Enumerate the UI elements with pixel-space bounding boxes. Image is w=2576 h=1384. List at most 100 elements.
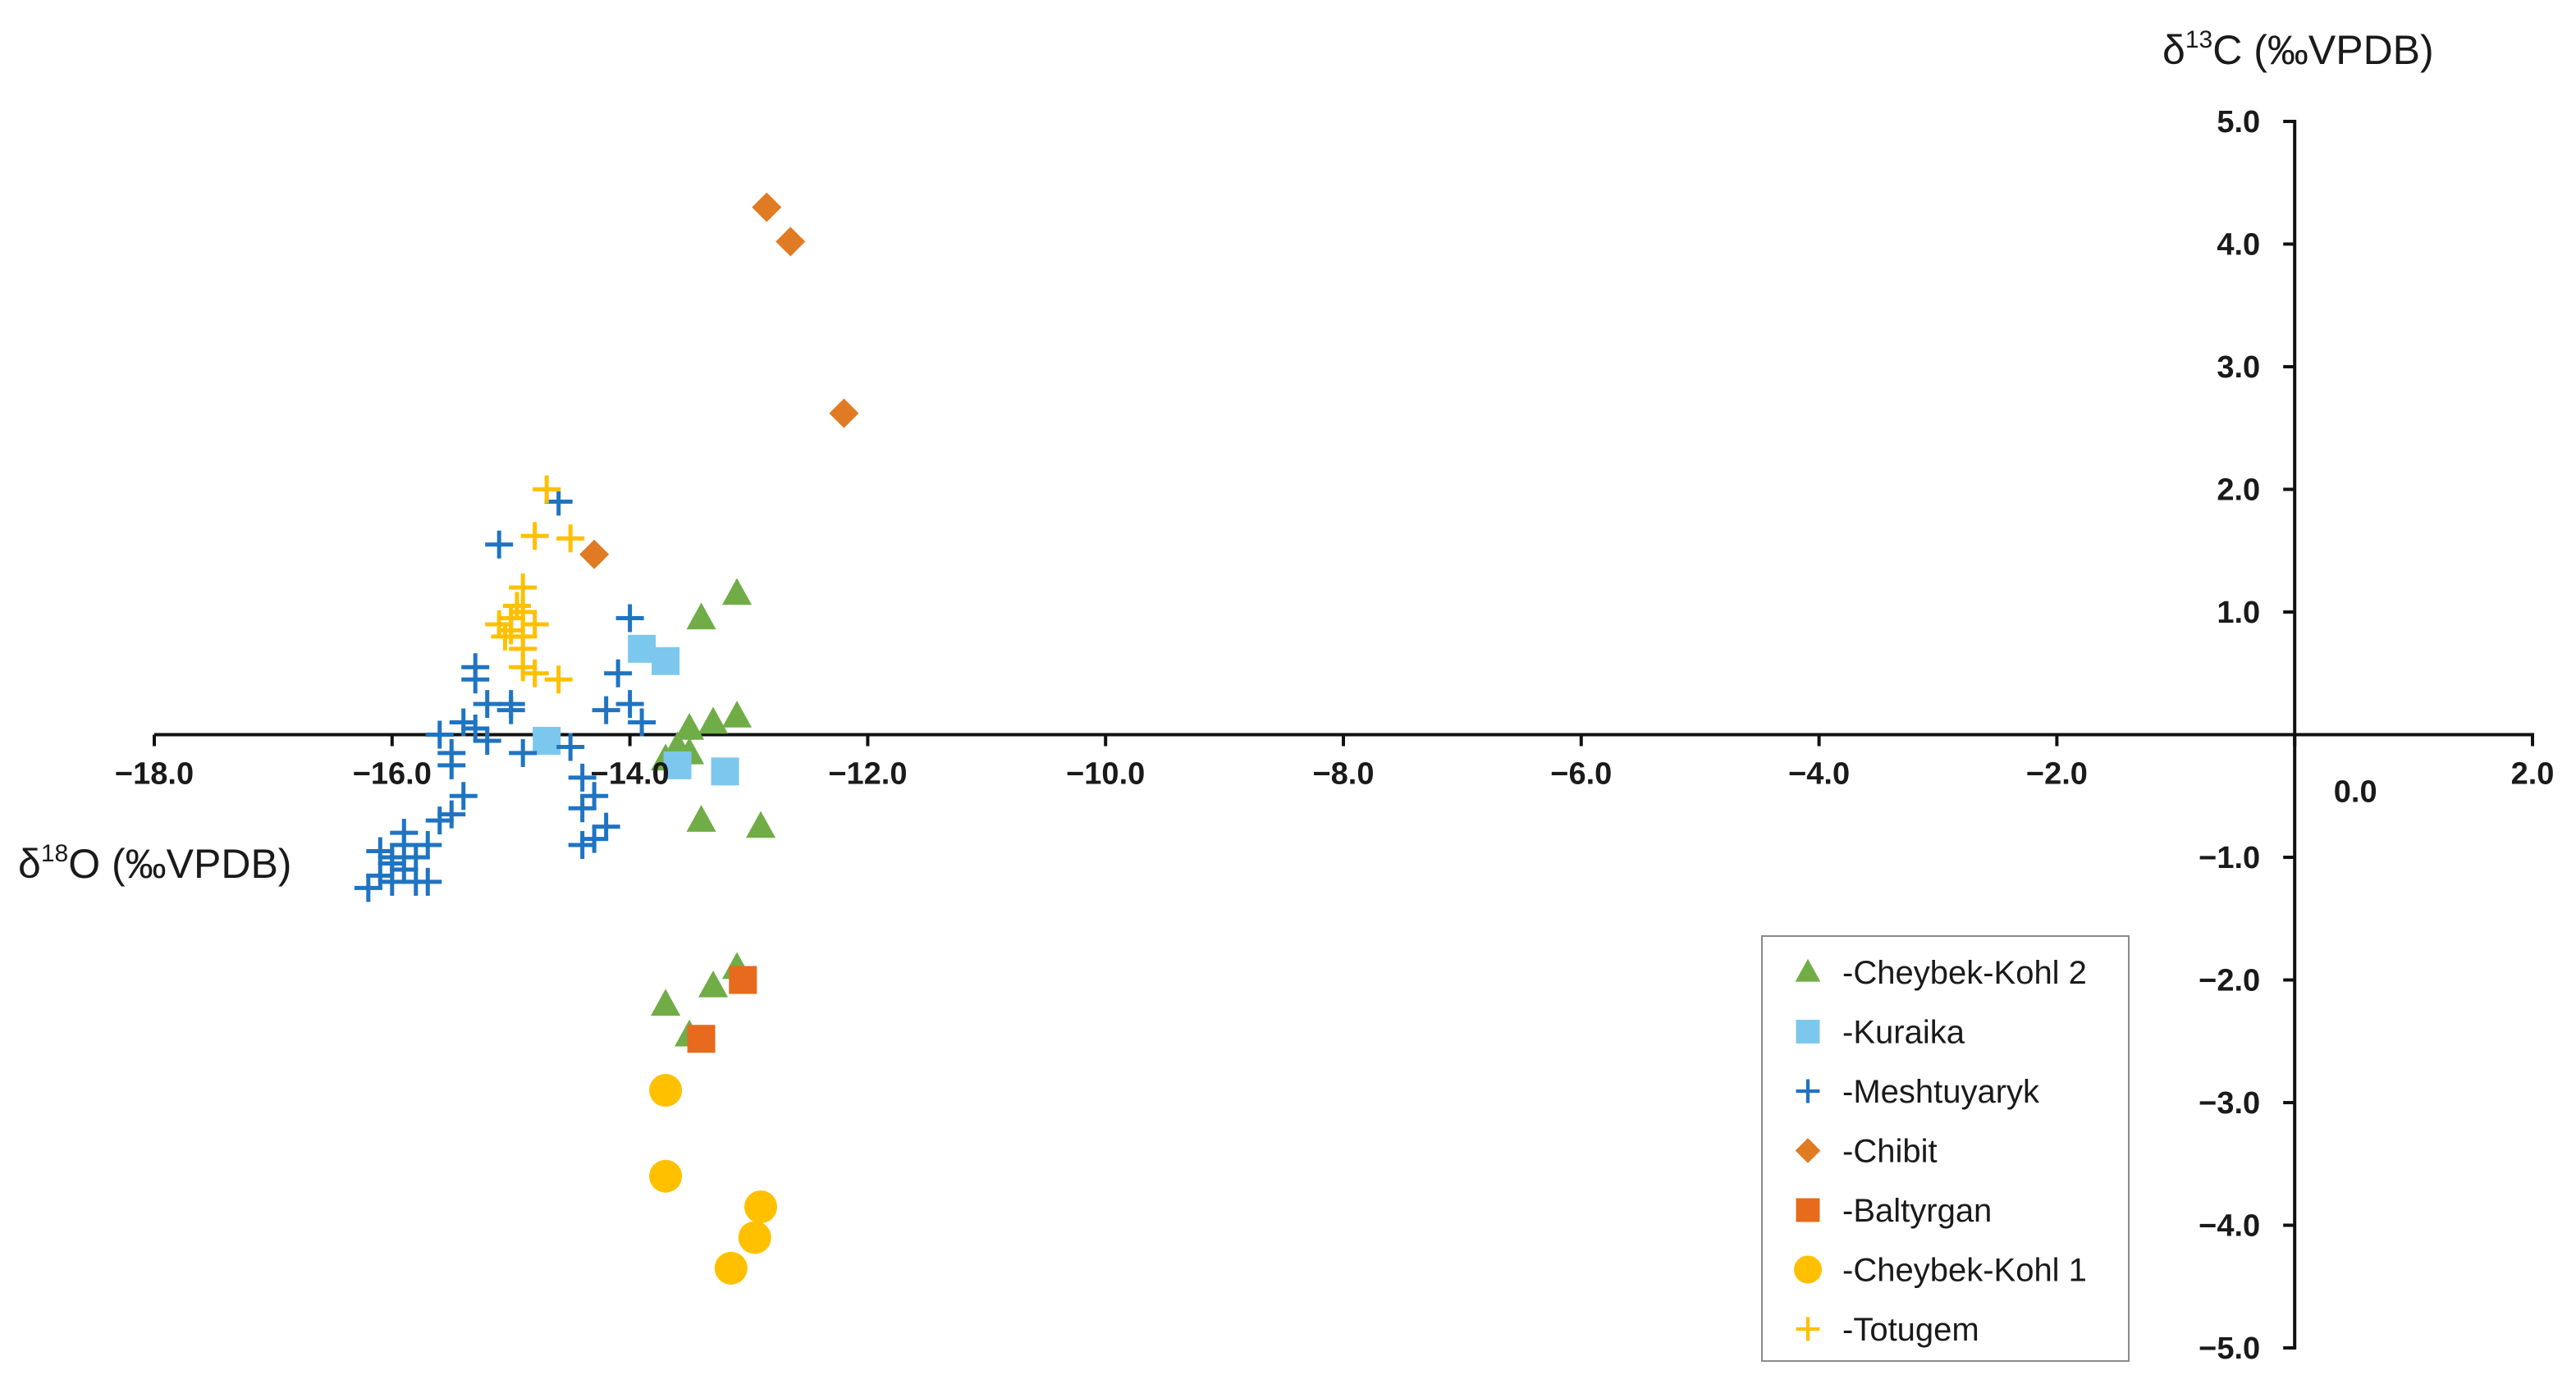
data-point <box>686 805 716 832</box>
data-point <box>745 811 776 838</box>
x-tick-label: −6.0 <box>1550 757 1612 792</box>
data-point <box>520 659 549 687</box>
legend-label: -Chibit <box>1842 1134 1938 1170</box>
data-point <box>698 970 729 998</box>
data-point <box>580 824 609 853</box>
data-point <box>615 604 644 633</box>
data-point <box>628 634 657 663</box>
x-axis-title-sup: 18 <box>41 840 68 867</box>
x-axis-title-prefix: δ <box>18 841 41 887</box>
legend-marker <box>1796 1079 1820 1103</box>
legend-marker <box>1796 1020 1820 1044</box>
data-point <box>698 706 729 734</box>
x-tick-label: −4.0 <box>1788 757 1850 792</box>
data-point <box>592 812 620 841</box>
x-axis-title: δ18O (‰VPDB) <box>18 840 291 887</box>
y-tick-label: −2.0 <box>2199 964 2260 998</box>
data-point <box>738 1221 771 1254</box>
x-tick-label: −16.0 <box>353 757 432 792</box>
legend-label: -Baltyrgan <box>1842 1193 1992 1229</box>
data-point <box>615 690 644 719</box>
legend: -Cheybek-Kohl 2 -Kuraika -Meshtuyaryk -Chib… <box>1761 935 2130 1362</box>
x-tick-label: −10.0 <box>1066 757 1145 792</box>
y-axis-title-rest: C (‰VPDB) <box>2212 27 2433 73</box>
data-point <box>437 751 466 779</box>
data-point <box>675 713 705 740</box>
data-point <box>776 226 806 257</box>
y-tick-label: −4.0 <box>2199 1209 2260 1244</box>
data-point <box>649 1159 683 1193</box>
data-point <box>628 708 657 737</box>
data-point <box>366 837 395 866</box>
data-point <box>533 726 561 755</box>
data-point <box>496 616 525 645</box>
x-tick-label: −18.0 <box>115 757 194 792</box>
data-point <box>663 751 692 779</box>
data-point <box>752 192 782 222</box>
data-point <box>485 530 514 559</box>
data-point <box>520 610 549 638</box>
data-point <box>401 843 430 871</box>
data-point <box>568 763 597 792</box>
y-tick-label: −1.0 <box>2199 841 2260 875</box>
legend-label: -Totugem <box>1842 1312 1979 1348</box>
x-tick-label: 2.0 <box>2511 757 2555 792</box>
y-tick-label: 5.0 <box>2217 105 2260 139</box>
legend-label: -Kuraika <box>1842 1015 1965 1051</box>
data-point <box>686 602 716 630</box>
data-point <box>449 782 478 811</box>
x-tick-label: 0.0 <box>2334 775 2377 810</box>
data-point <box>729 966 757 994</box>
data-point <box>533 475 561 504</box>
y-axis-title-sup: 13 <box>2185 26 2212 53</box>
series-5 <box>649 1074 777 1285</box>
data-point <box>425 806 454 835</box>
data-point <box>829 398 859 428</box>
data-point <box>414 831 442 860</box>
legend-label: -Meshtuyaryk <box>1842 1074 2040 1110</box>
y-axis-title-prefix: δ <box>2162 27 2185 73</box>
data-point <box>414 867 442 896</box>
data-point <box>509 738 538 767</box>
data-point <box>485 610 514 638</box>
legend-marker <box>1795 958 1821 982</box>
data-point <box>687 1025 716 1053</box>
axis-labels: −18.0 −16.0 −14.0 −12.0 −10.0 −8.0 −6.0 −4.0 −2.… <box>18 26 2554 1366</box>
x-tick-label: −12.0 <box>828 757 907 792</box>
series-3 <box>579 192 859 569</box>
data-point <box>390 819 419 847</box>
legend-marker <box>1796 1317 1820 1341</box>
data-point <box>544 665 573 694</box>
data-point <box>568 794 597 823</box>
series-1 <box>533 634 739 786</box>
series-4 <box>687 966 757 1053</box>
data-point <box>592 696 620 724</box>
y-tick-label: 1.0 <box>2217 596 2260 630</box>
data-point <box>366 861 395 890</box>
legend-label: -Cheybek-Kohl 2 <box>1842 955 2087 991</box>
series-2 <box>354 487 657 902</box>
data-points <box>354 192 859 1285</box>
data-point <box>711 757 739 786</box>
data-point <box>509 573 538 602</box>
data-point <box>580 782 609 811</box>
data-point <box>496 696 525 724</box>
data-point <box>437 800 466 829</box>
legend-marker <box>1794 1255 1822 1284</box>
y-tick-label: 4.0 <box>2217 228 2260 263</box>
y-tick-label: −3.0 <box>2199 1086 2260 1121</box>
data-point <box>509 653 538 682</box>
data-point <box>390 855 419 884</box>
data-point <box>544 487 573 516</box>
legend-marker <box>1795 1138 1821 1163</box>
data-point <box>473 726 501 755</box>
data-point <box>491 622 519 651</box>
y-axis-title: δ13C (‰VPDB) <box>2162 26 2434 73</box>
y-tick-label: 2.0 <box>2217 473 2260 508</box>
x-tick-label: −2.0 <box>2026 757 2088 792</box>
data-point <box>377 849 406 878</box>
data-point <box>520 522 549 550</box>
data-point <box>744 1190 777 1224</box>
